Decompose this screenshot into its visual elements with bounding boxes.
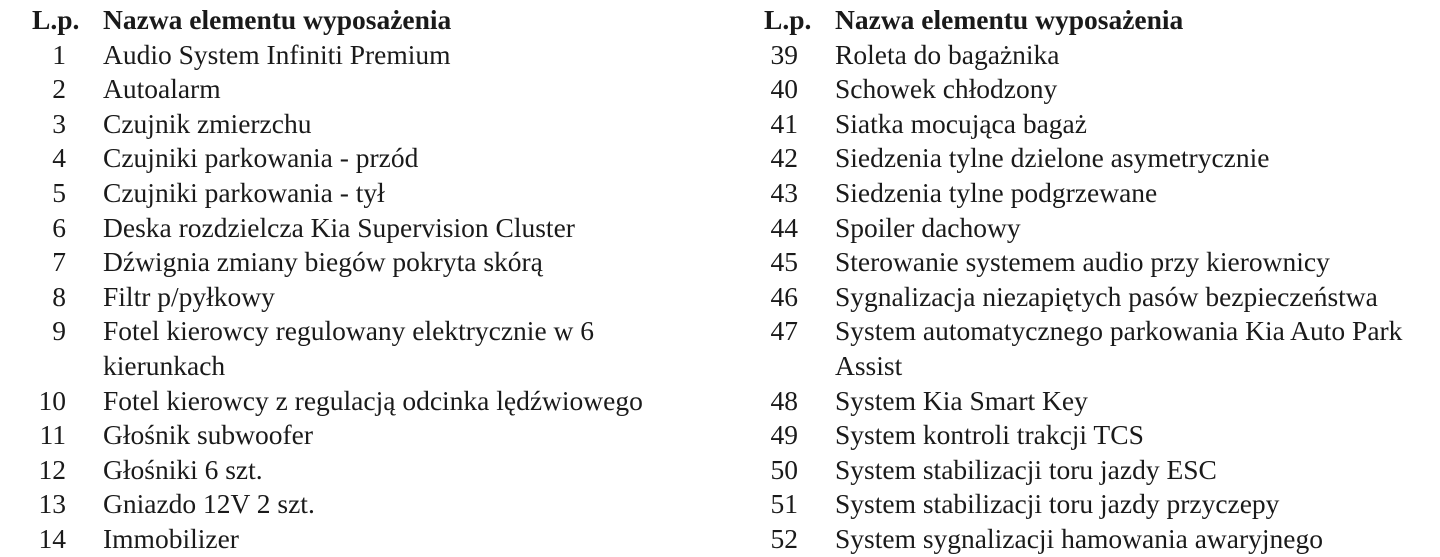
item-number: 12: [38, 453, 67, 485]
table-row: 43 Siedzenia tylne podgrzewane: [732, 176, 1440, 211]
table-row: 14 Immobilizer: [0, 522, 720, 557]
item-number: 41: [770, 107, 799, 139]
table-row: 10 Fotel kierowcy z regulacją odcinka lęd…: [0, 384, 720, 419]
item-number: 11: [39, 419, 66, 451]
item-number: 5: [52, 176, 66, 208]
item-name: Dźwignia zmiany biegów pokryta skórą: [103, 246, 543, 278]
item-number: 45: [770, 246, 799, 278]
item-name: System automatycznego parkowania Kia Aut…: [835, 315, 1403, 381]
item-number: 14: [38, 522, 67, 554]
item-name: Sygnalizacja niezapiętych pasów bezpiecz…: [835, 280, 1378, 312]
table-row: 6 Deska rozdzielcza Kia Supervision Clust…: [0, 211, 720, 246]
table-row: 45 Sterowanie systemem audio przy kierown…: [732, 245, 1440, 280]
item-name: Siedzenia tylne dzielone asymetrycznie: [835, 142, 1270, 174]
table-row: 47 System automatycznego parkowania Kia A…: [732, 314, 1440, 383]
item-number: 42: [770, 142, 799, 174]
item-name: Immobilizer: [103, 522, 239, 554]
item-name: Czujniki parkowania - tył: [103, 176, 385, 208]
table-row: 48 System Kia Smart Key: [732, 384, 1440, 419]
item-name: Gniazdo 12V 2 szt.: [103, 488, 315, 520]
table-row: 5 Czujniki parkowania - tył: [0, 176, 720, 211]
item-number: 8: [52, 280, 66, 312]
table-row: 42 Siedzenia tylne dzielone asymetrycznie: [732, 141, 1440, 176]
table-row: 11 Głośnik subwoofer: [0, 418, 720, 453]
table-row: 46 Sygnalizacja niezapiętych pasów bezpie…: [732, 280, 1440, 315]
equipment-table-left: L.p. Nazwa elementu wyposażenia 1 Audio S…: [0, 3, 720, 557]
table-row: 12 Głośniki 6 szt.: [0, 453, 720, 488]
item-name: Siatka mocująca bagaż: [835, 107, 1087, 139]
item-name: Roleta do bagażnika: [835, 38, 1060, 70]
item-number: 49: [770, 419, 799, 451]
table-header: L.p. Nazwa elementu wyposażenia: [732, 3, 1440, 38]
header-number: L.p.: [32, 4, 80, 35]
item-number: 43: [770, 176, 799, 208]
item-number: 9: [52, 315, 66, 347]
table-row: 9 Fotel kierowcy regulowany elektrycznie …: [0, 314, 720, 383]
header-name: Nazwa elementu wyposażenia: [103, 4, 452, 35]
table-header: L.p. Nazwa elementu wyposażenia: [0, 3, 720, 38]
table-row: 1 Audio System Infiniti Premium: [0, 38, 720, 73]
table-row: 44 Spoiler dachowy: [732, 211, 1440, 246]
item-number: 7: [52, 246, 66, 278]
table-row: 2 Autoalarm: [0, 72, 720, 107]
table-row: 8 Filtr p/pyłkowy: [0, 280, 720, 315]
item-name: Czujnik zmierzchu: [103, 107, 312, 139]
item-name: Fotel kierowcy regulowany elektrycznie w…: [103, 315, 595, 381]
header-name: Nazwa elementu wyposażenia: [835, 4, 1184, 35]
item-name: Głośniki 6 szt.: [103, 453, 263, 485]
item-number: 47: [770, 315, 799, 347]
table-row: 39 Roleta do bagażnika: [732, 38, 1440, 73]
item-number: 50: [770, 453, 799, 485]
item-number: 3: [52, 107, 66, 139]
item-number: 44: [770, 211, 799, 243]
item-name: Czujniki parkowania - przód: [103, 142, 419, 174]
header-number: L.p.: [764, 4, 812, 35]
item-number: 46: [770, 280, 799, 312]
item-name: System kontroli trakcji TCS: [835, 419, 1144, 451]
table-row: 50 System stabilizacji toru jazdy ESC: [732, 453, 1440, 488]
item-number: 2: [52, 73, 66, 105]
item-number: 13: [38, 488, 67, 520]
item-name: System stabilizacji toru jazdy ESC: [835, 453, 1217, 485]
item-name: Spoiler dachowy: [835, 211, 1021, 243]
table-row: 49 System kontroli trakcji TCS: [732, 418, 1440, 453]
item-name: System sygnalizacji hamowania awaryjnego: [835, 522, 1323, 554]
item-number: 48: [770, 384, 799, 416]
item-number: 51: [770, 488, 799, 520]
item-name: Autoalarm: [103, 73, 221, 105]
item-name: Fotel kierowcy z regulacją odcinka lędźw…: [103, 384, 643, 416]
item-number: 40: [770, 73, 799, 105]
item-number: 6: [52, 211, 66, 243]
item-name: Deska rozdzielcza Kia Supervision Cluste…: [103, 211, 575, 243]
item-name: Głośnik subwoofer: [103, 419, 314, 451]
item-name: System Kia Smart Key: [835, 384, 1088, 416]
item-name: System stabilizacji toru jazdy przyczepy: [835, 488, 1280, 520]
table-row: 3 Czujnik zmierzchu: [0, 107, 720, 142]
item-name: Audio System Infiniti Premium: [103, 38, 451, 70]
table-row: 4 Czujniki parkowania - przód: [0, 141, 720, 176]
item-number: 39: [770, 38, 799, 70]
item-number: 52: [770, 522, 799, 554]
table-row: 41 Siatka mocująca bagaż: [732, 107, 1440, 142]
table-row: 51 System stabilizacji toru jazdy przycze…: [732, 487, 1440, 522]
item-number: 1: [52, 38, 66, 70]
table-row: 40 Schowek chłodzony: [732, 72, 1440, 107]
item-name: Siedzenia tylne podgrzewane: [835, 176, 1158, 208]
table-row: 13 Gniazdo 12V 2 szt.: [0, 487, 720, 522]
equipment-table-right: L.p. Nazwa elementu wyposażenia 39 Roleta…: [732, 3, 1440, 557]
item-number: 4: [52, 142, 66, 174]
item-name: Sterowanie systemem audio przy kierownic…: [835, 246, 1330, 278]
table-row: 52 System sygnalizacji hamowania awaryjne…: [732, 522, 1440, 557]
item-name: Filtr p/pyłkowy: [103, 280, 275, 312]
item-name: Schowek chłodzony: [835, 73, 1058, 105]
item-number: 10: [38, 384, 67, 416]
table-row: 7 Dźwignia zmiany biegów pokryta skórą: [0, 245, 720, 280]
